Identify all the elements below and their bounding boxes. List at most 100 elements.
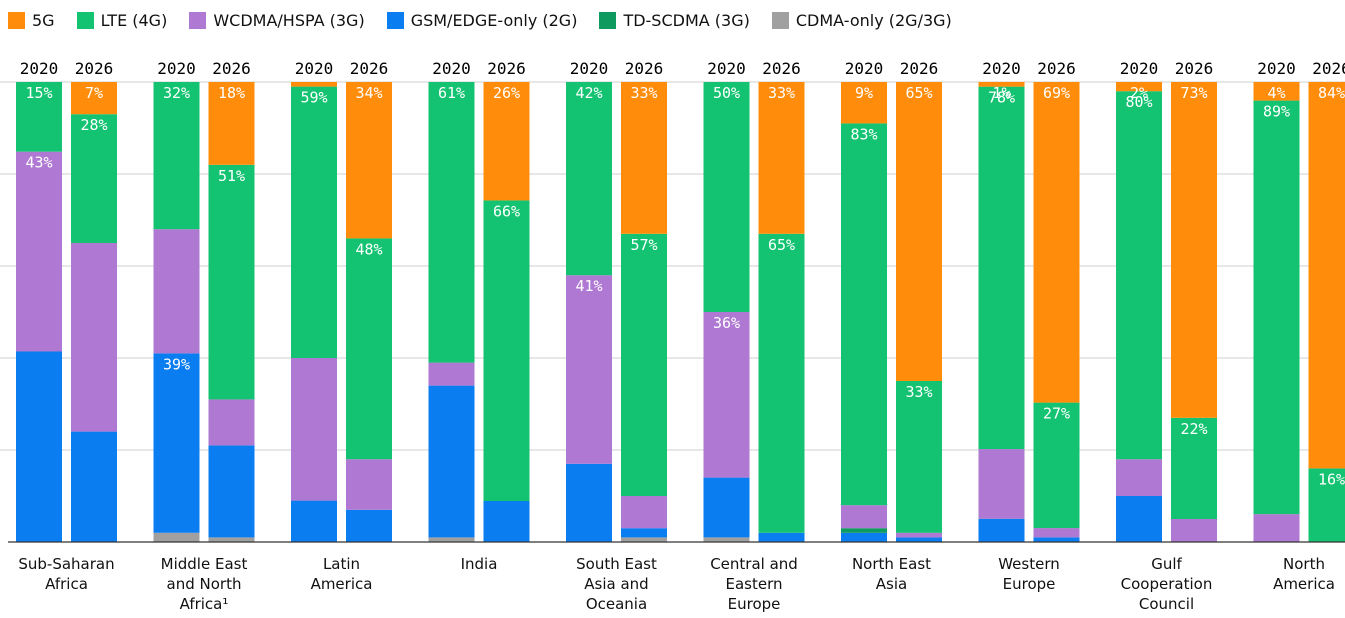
bar-segment-wcdma-2020 [16, 151, 62, 352]
bar-segment-gsm-2020 [428, 385, 475, 538]
bar-segment-lte-2026 [1308, 468, 1345, 542]
data-label-lte-2020: 15% [25, 84, 52, 102]
region-label-line: America [311, 575, 373, 593]
data-label-wcdma-2020: 36% [713, 314, 740, 332]
bar-segment-wcdma-2020 [291, 358, 337, 501]
bar-segment-cdma-2026 [208, 537, 255, 542]
bar-segment-cdma-2026 [621, 537, 667, 542]
bar-segment-wcdma-2026 [1171, 519, 1217, 542]
bar-segment-lte-2020 [1116, 91, 1162, 460]
year-label-2026: 2026 [900, 59, 939, 78]
bar-segment-5g-2020 [978, 82, 1025, 87]
bar-segment-lte-2020 [703, 82, 750, 312]
bar-segment-gsm-2020 [153, 353, 200, 533]
bar-segment-lte-2020 [16, 82, 62, 152]
bar-segment-wcdma-2026 [621, 496, 667, 529]
bar-segment-gsm-2020 [978, 518, 1025, 542]
legend-label-5g: 5G [32, 10, 55, 30]
legend-swatch-5g [8, 11, 25, 29]
bar-segment-5g-2026 [71, 82, 117, 115]
data-label-lte-2020: 80% [1125, 93, 1152, 111]
region-label-line: Central and [710, 555, 798, 573]
legend-label-cdma: CDMA-only (2G/3G) [795, 10, 952, 30]
data-label-wcdma-2020: 43% [25, 154, 52, 172]
data-label-lte-2020: 32% [163, 84, 190, 102]
bar-segment-5g-2020 [1253, 82, 1300, 101]
legend-label-lte: LTE (4G) [100, 10, 168, 30]
legend-item-tdscdma: TD-SCDMA (3G) [599, 10, 750, 30]
data-label-5g-2020: 1% [992, 84, 1010, 102]
region-label-line: Europe [1003, 575, 1056, 593]
year-label-2026: 2026 [762, 59, 801, 78]
bar-segment-gsm-2020 [841, 532, 887, 542]
bar-segment-5g-2026 [1308, 82, 1345, 469]
year-label-2020: 2020 [1257, 59, 1296, 78]
bar-segment-lte-2026 [896, 381, 942, 533]
year-label-2026: 2026 [487, 59, 526, 78]
bar-segment-wcdma-2020 [978, 449, 1025, 519]
data-label-5g-2026: 84% [1318, 84, 1345, 102]
legend-item-5g: 5G [8, 11, 55, 30]
region-label-line: Africa¹ [180, 595, 229, 613]
bar-segment-gsm-2020 [16, 351, 62, 542]
legend-label-tdscdma: TD-SCDMA (3G) [623, 10, 750, 30]
bar-segment-5g-2020 [291, 82, 337, 87]
bar-segment-gsm-2020 [291, 500, 337, 542]
data-label-lte-2026: 57% [630, 236, 657, 254]
region-label-line: America [1273, 575, 1335, 593]
bar-segment-wcdma-2020 [1116, 459, 1162, 496]
bar-segment-5g-2026 [483, 82, 530, 201]
region-label-line: Oceania [586, 595, 647, 613]
bar-segment-wcdma-2020 [1253, 514, 1300, 542]
chart-legend: 5G LTE (4G) WCDMA/HSPA (3G) GSM/EDGE-only (… [8, 8, 974, 32]
bar-segment-wcdma-2026 [896, 532, 942, 538]
bar-segment-wcdma-2020 [703, 312, 750, 478]
year-label-2026: 2026 [1175, 59, 1214, 78]
bar-segment-gsm-2026 [896, 537, 942, 542]
legend-swatch-cdma [771, 11, 789, 29]
year-label-2020: 2020 [20, 59, 59, 78]
bar-segment-gsm-2020 [566, 463, 612, 542]
bar-segment-5g-2026 [208, 82, 255, 165]
data-label-lte-2020: 50% [713, 84, 740, 102]
legend-label-wcdma: WCDMA/HSPA (3G) [213, 10, 365, 30]
data-label-lte-2020: 78% [988, 89, 1015, 107]
bar-segment-lte-2026 [208, 164, 255, 400]
data-label-lte-2020: 89% [1263, 103, 1290, 121]
data-label-lte-2020: 59% [300, 89, 327, 107]
bar-segment-5g-2026 [1033, 82, 1080, 403]
data-label-5g-2020: 9% [855, 84, 873, 102]
region-label-line: North [1283, 555, 1325, 573]
region-label-line: Council [1139, 595, 1194, 613]
data-label-lte-2026: 16% [1318, 470, 1345, 488]
bar-segment-wcdma-2026 [346, 459, 392, 510]
bar-segment-wcdma-2026 [71, 243, 117, 432]
region-label-line: Gulf [1151, 555, 1182, 573]
bar-segment-5g-2026 [896, 82, 942, 381]
bar-segment-5g-2026 [346, 82, 392, 239]
bar-segment-lte-2020 [153, 82, 200, 230]
bar-segment-wcdma-2026 [208, 399, 255, 446]
bar-segment-lte-2020 [978, 86, 1025, 450]
legend-item-lte: LTE (4G) [76, 10, 168, 30]
bar-segment-lte-2026 [346, 238, 392, 460]
data-label-5g-2026: 7% [85, 84, 103, 102]
bar-segment-lte-2020 [291, 86, 337, 358]
data-label-lte-2026: 65% [768, 236, 795, 254]
bar-segment-lte-2020 [428, 82, 475, 363]
bar-segment-lte-2026 [483, 200, 530, 502]
data-label-5g-2026: 69% [1043, 84, 1070, 102]
data-label-lte-2020: 83% [850, 125, 877, 143]
bar-segment-lte-2020 [841, 123, 887, 506]
bar-segment-lte-2026 [71, 114, 117, 243]
legend-swatch-lte [76, 11, 94, 29]
bar-segment-5g-2026 [621, 82, 667, 234]
data-label-5g-2020: 2% [1130, 84, 1148, 102]
bar-segment-lte-2020 [1253, 100, 1300, 515]
data-label-5g-2026: 18% [218, 84, 245, 102]
bar-segment-gsm-2026 [1033, 537, 1080, 542]
data-label-wcdma-2020: 41% [575, 277, 602, 295]
data-label-5g-2020: 4% [1267, 84, 1285, 102]
year-label-2020: 2020 [157, 59, 196, 78]
bar-segment-lte-2026 [1171, 417, 1217, 519]
